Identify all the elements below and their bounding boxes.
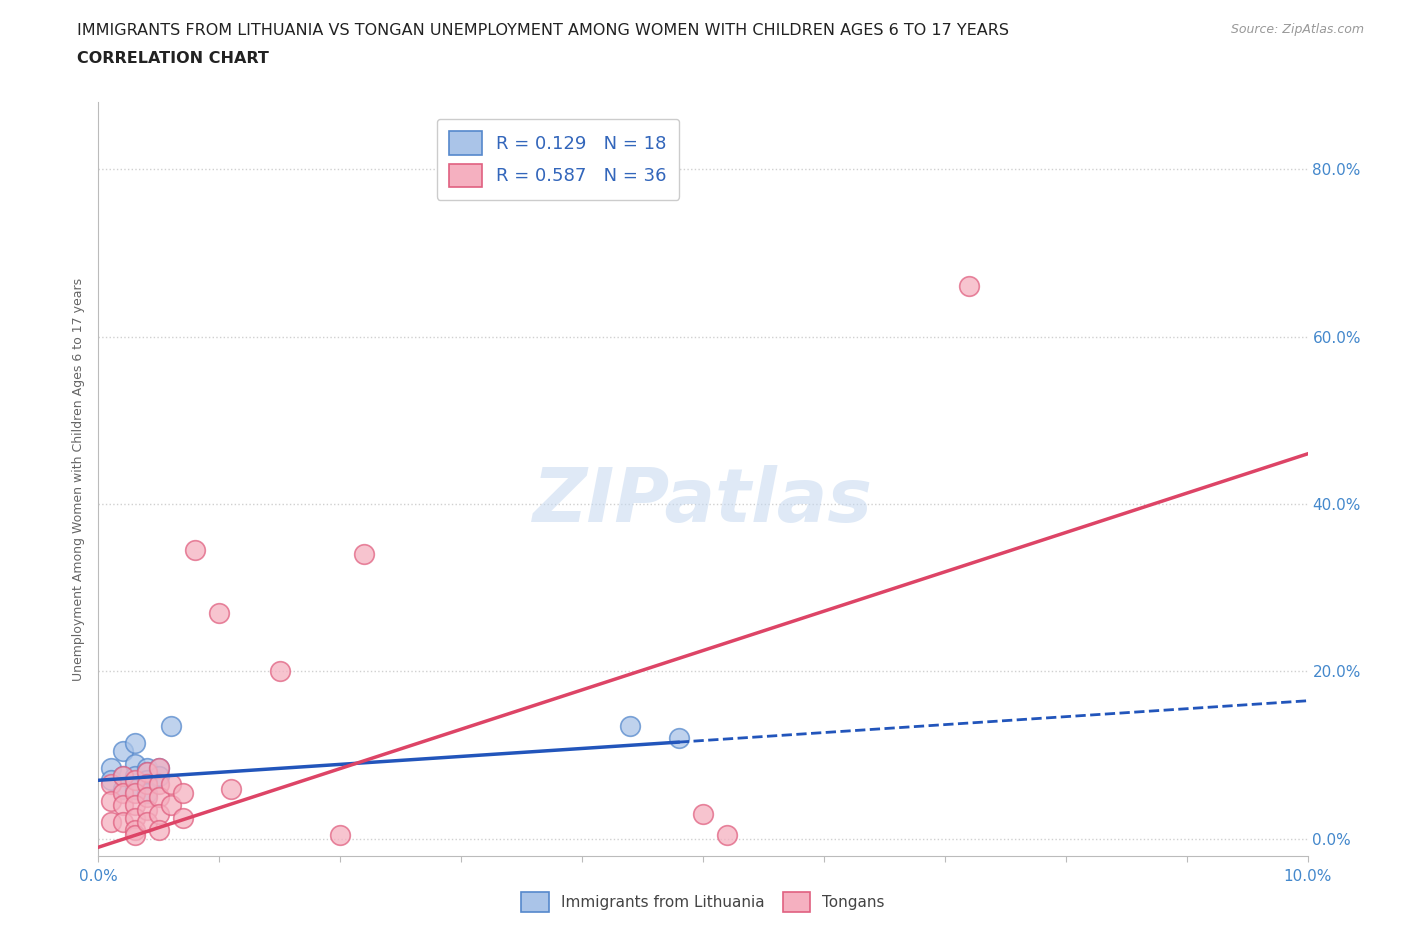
Point xyxy=(124,768,146,783)
Point xyxy=(148,790,170,804)
Point xyxy=(124,756,146,771)
Point xyxy=(221,781,243,796)
Y-axis label: Unemployment Among Women with Children Ages 6 to 17 years: Unemployment Among Women with Children A… xyxy=(72,277,86,681)
Point xyxy=(160,798,183,813)
Point xyxy=(135,764,157,779)
Legend: R = 0.129   N = 18, R = 0.587   N = 36: R = 0.129 N = 18, R = 0.587 N = 36 xyxy=(436,119,679,200)
Point xyxy=(135,777,157,792)
Point xyxy=(148,777,170,792)
Point xyxy=(100,794,122,809)
Point xyxy=(668,731,690,746)
Point xyxy=(160,777,183,792)
Point xyxy=(111,768,134,783)
Point xyxy=(124,798,146,813)
Point xyxy=(148,806,170,821)
Point xyxy=(135,785,157,800)
Legend: Immigrants from Lithuania, Tongans: Immigrants from Lithuania, Tongans xyxy=(515,886,891,918)
Point xyxy=(135,773,157,788)
Point xyxy=(148,761,170,776)
Point xyxy=(619,718,641,733)
Point xyxy=(329,828,352,843)
Point xyxy=(135,790,157,804)
Point xyxy=(692,806,714,821)
Point xyxy=(148,761,170,776)
Point xyxy=(135,802,157,817)
Point xyxy=(172,811,194,826)
Point xyxy=(124,828,146,843)
Point xyxy=(135,815,157,830)
Point xyxy=(716,828,738,843)
Point xyxy=(100,761,122,776)
Point xyxy=(111,815,134,830)
Point xyxy=(111,798,134,813)
Point xyxy=(148,823,170,838)
Point xyxy=(957,279,980,294)
Point xyxy=(353,547,375,562)
Point xyxy=(172,785,194,800)
Point xyxy=(100,773,122,788)
Point xyxy=(135,761,157,776)
Point xyxy=(124,773,146,788)
Point xyxy=(148,768,170,783)
Point xyxy=(100,777,122,792)
Point xyxy=(124,823,146,838)
Point xyxy=(135,764,157,779)
Point xyxy=(111,785,134,800)
Point xyxy=(124,785,146,800)
Point xyxy=(124,781,146,796)
Point xyxy=(269,664,291,679)
Point xyxy=(124,811,146,826)
Text: ZIPatlas: ZIPatlas xyxy=(533,465,873,538)
Text: Source: ZipAtlas.com: Source: ZipAtlas.com xyxy=(1230,23,1364,36)
Text: CORRELATION CHART: CORRELATION CHART xyxy=(77,51,269,66)
Point xyxy=(100,815,122,830)
Point xyxy=(111,781,134,796)
Point xyxy=(111,744,134,759)
Point xyxy=(208,605,231,620)
Point xyxy=(184,543,207,558)
Text: IMMIGRANTS FROM LITHUANIA VS TONGAN UNEMPLOYMENT AMONG WOMEN WITH CHILDREN AGES : IMMIGRANTS FROM LITHUANIA VS TONGAN UNEM… xyxy=(77,23,1010,38)
Point xyxy=(111,768,134,783)
Point xyxy=(160,718,183,733)
Point xyxy=(124,735,146,750)
